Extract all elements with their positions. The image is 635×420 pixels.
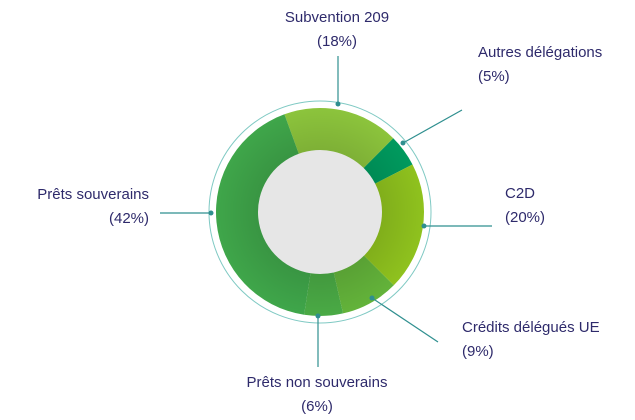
leader-dot [421,223,427,229]
value-label: (9%) [462,343,494,360]
value-label: (42%) [109,210,149,227]
category-label: Prêts non souverains [247,374,388,391]
leader-dot [400,140,406,146]
category-label: Crédits délégués UE [462,319,600,336]
value-label: (5%) [478,68,510,85]
leader-line [402,109,463,144]
leader-line [371,297,439,343]
leader-dot [369,295,375,301]
value-label: (6%) [301,398,333,415]
category-label: C2D [505,185,535,202]
value-label: (20%) [505,209,545,226]
leader-dot [335,101,341,107]
leader-dot [315,313,321,319]
category-label: Autres délégations [478,44,602,61]
leader-dot [208,210,214,216]
value-label: (18%) [317,33,357,50]
category-label: Subvention 209 [285,9,389,26]
category-label: Prêts souverains [37,186,149,203]
